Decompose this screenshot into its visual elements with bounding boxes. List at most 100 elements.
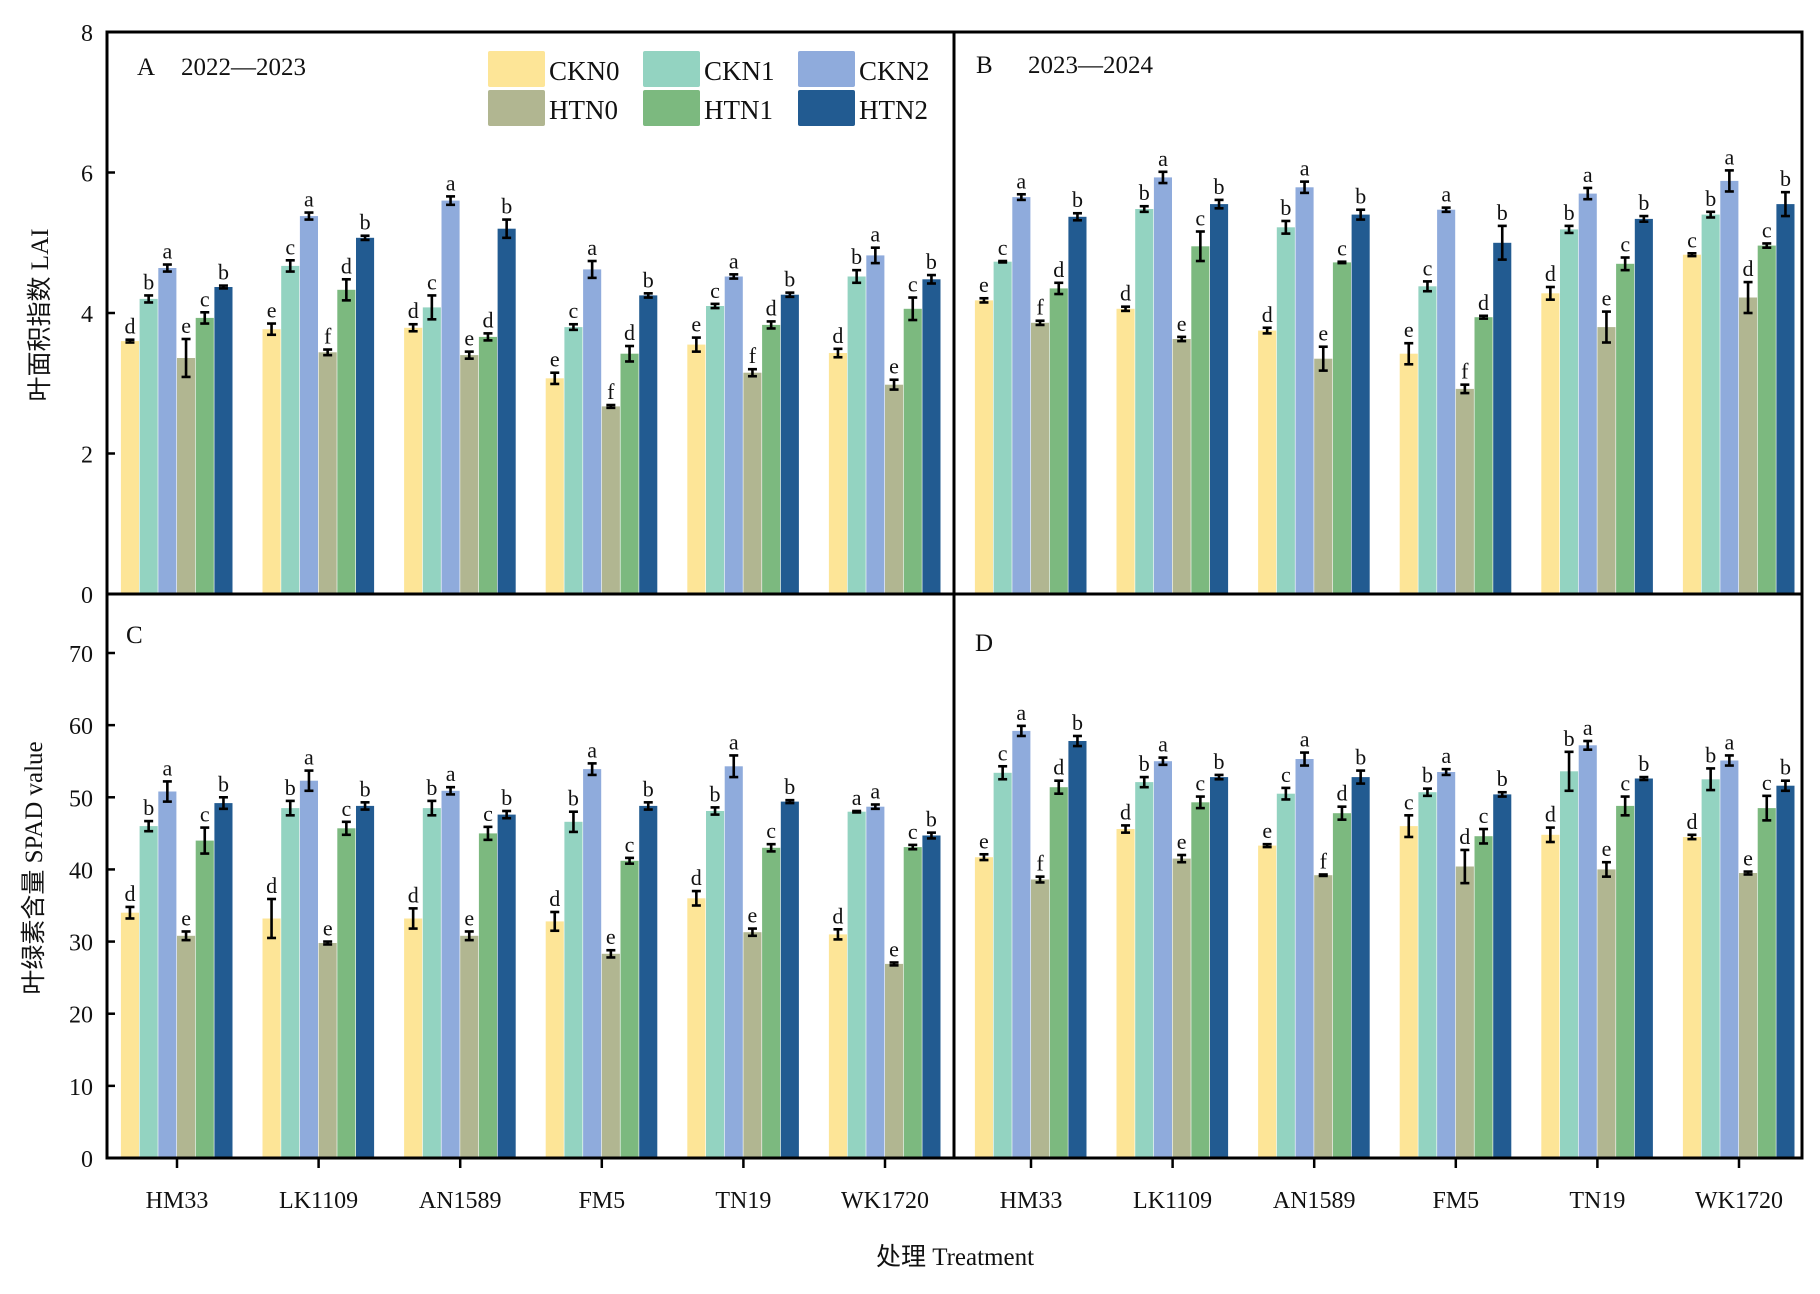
sig-letter-c-htn0-hm33: e [181, 906, 191, 931]
sig-letter-a-htn1-wk1720: c [908, 272, 918, 297]
bar-c-htn0-tn19 [743, 932, 762, 1158]
sig-letter-d-ckn1-an1589: c [1281, 762, 1291, 787]
ticks-layer: 0 2 4 6 8 0 10 20 30 40 50 60 70 HM33 LK1109 AN1589 FM5 T… [69, 21, 1783, 1214]
x-tick-label-wk1720-1: WK1720 [1695, 1188, 1783, 1214]
bar-b-htn2-an1589 [1351, 214, 1370, 594]
sig-letter-c-htn1-fm5: c [625, 832, 635, 857]
error-bar-a-htn0-wk1720 [889, 378, 899, 391]
bar-a-ckn2-wk1720 [866, 255, 885, 594]
sig-letter-d-ckn0-hm33: e [979, 828, 989, 853]
sig-letter-c-htn2-hm33: b [218, 771, 229, 796]
bar-c-ckn0-wk1720 [828, 934, 847, 1158]
error-bar-d-ckn0-lk1109 [1121, 824, 1131, 834]
sig-letter-b-htn0-lk1109: e [1177, 311, 1187, 336]
bar-d-ckn2-an1589 [1295, 759, 1314, 1158]
error-bar-b-htn2-wk1720 [1780, 190, 1790, 218]
error-bar-a-htn0-fm5 [606, 403, 616, 410]
bar-a-ckn2-lk1109 [299, 216, 318, 594]
sig-letter-b-ckn2-wk1720: a [1725, 144, 1735, 169]
bar-d-ckn0-tn19 [1541, 834, 1560, 1158]
error-bar-d-htn2-hm33 [1072, 734, 1082, 748]
bar-a-htn1-fm5 [620, 353, 639, 594]
bar-d-ckn2-fm5 [1437, 772, 1456, 1158]
bar-a-htn2-tn19 [780, 294, 799, 594]
error-bar-d-ckn1-tn19 [1564, 750, 1574, 793]
panel-a-label: A [137, 54, 155, 81]
sig-letter-a-htn0-wk1720: e [889, 354, 899, 379]
sig-letter-b-htn2-wk1720: b [1780, 166, 1791, 191]
error-bar-d-ckn0-fm5 [1404, 814, 1414, 839]
bar-c-htn2-tn19 [780, 801, 799, 1158]
y-axis-title-spad: 叶绿素含量 SPAD value [20, 741, 48, 994]
sig-letter-d-ckn2-lk1109: a [1158, 732, 1168, 757]
sig-letter-a-ckn0-lk1109: e [267, 298, 277, 323]
bar-a-htn1-wk1720 [903, 308, 922, 594]
bar-b-ckn0-lk1109 [1116, 308, 1135, 594]
error-bar-b-htn0-fm5 [1460, 383, 1470, 395]
error-bar-b-htn0-lk1109 [1177, 335, 1187, 343]
error-bar-c-htn0-wk1720 [889, 961, 899, 967]
sig-letter-c-ckn2-fm5: a [587, 737, 597, 762]
error-bar-b-ckn2-tn19 [1583, 186, 1593, 201]
sig-letter-c-ckn2-an1589: a [446, 761, 456, 786]
error-bar-b-htn2-lk1109 [1214, 198, 1224, 210]
sig-letter-b-ckn2-tn19: a [1583, 162, 1593, 187]
sig-letter-b-ckn0-an1589: d [1262, 302, 1273, 327]
sig-letter-d-ckn1-lk1109: b [1139, 751, 1150, 776]
legend-label-ckn2: CKN2 [859, 56, 930, 86]
bar-d-ckn0-an1589 [1258, 845, 1277, 1158]
sig-letter-a-htn0-fm5: f [607, 379, 615, 404]
y-tick-label-0-4: 4 [81, 302, 93, 328]
y-tick-label-0-8: 8 [81, 21, 93, 47]
bar-d-htn2-hm33 [1068, 741, 1087, 1158]
error-bar-b-htn0-tn19 [1601, 310, 1611, 344]
bar-c-htn2-hm33 [214, 803, 233, 1158]
sig-letter-b-ckn0-fm5: e [1404, 317, 1414, 342]
error-bar-a-ckn0-hm33 [125, 338, 135, 344]
legend-label-ckn0: CKN0 [549, 56, 620, 86]
bar-b-htn1-tn19 [1616, 263, 1635, 594]
error-bar-c-htn1-hm33 [200, 826, 210, 855]
error-bar-b-ckn0-hm33 [979, 296, 989, 304]
bar-c-ckn0-lk1109 [262, 918, 281, 1158]
bar-b-ckn2-hm33 [1012, 197, 1031, 594]
sig-letter-d-ckn2-hm33: a [1016, 700, 1026, 725]
legend-label-htn2: HTN2 [859, 95, 928, 125]
error-bar-a-ckn2-lk1109 [304, 211, 314, 221]
sig-letter-a-htn1-hm33: c [200, 286, 210, 311]
error-bar-b-htn1-fm5 [1479, 314, 1489, 320]
sig-letter-b-htn2-hm33: b [1072, 187, 1083, 212]
sig-letter-a-ckn2-lk1109: a [304, 187, 314, 212]
error-bar-d-htn0-lk1109 [1177, 853, 1187, 864]
bar-c-ckn1-wk1720 [847, 811, 866, 1158]
bar-d-htn1-tn19 [1616, 805, 1635, 1158]
error-bar-a-ckn0-tn19 [691, 336, 701, 353]
sig-letter-c-ckn0-wk1720: d [832, 903, 843, 928]
error-bar-c-ckn2-tn19 [729, 754, 739, 779]
sig-letter-a-ckn0-tn19: e [691, 312, 701, 337]
error-bar-c-ckn0-hm33 [125, 905, 135, 920]
sig-letter-d-htn0-wk1720: e [1743, 846, 1753, 871]
x-tick-label-hm33-1: HM33 [1000, 1188, 1063, 1214]
bar-b-ckn0-hm33 [974, 300, 993, 594]
error-bar-b-ckn1-hm33 [998, 259, 1008, 264]
error-bar-b-htn0-an1589 [1318, 345, 1328, 372]
sig-letter-c-ckn2-tn19: a [729, 729, 739, 754]
sig-letter-c-ckn1-hm33: b [143, 795, 154, 820]
error-bar-a-ckn2-hm33 [162, 263, 172, 273]
sig-letter-b-htn1-tn19: c [1620, 232, 1630, 257]
sig-letter-a-ckn2-an1589: a [446, 170, 456, 195]
sig-letter-a-htn2-wk1720: b [926, 249, 937, 274]
sig-letter-a-ckn1-an1589: c [427, 269, 437, 294]
error-bar-a-ckn0-fm5 [550, 371, 560, 386]
bar-c-ckn2-fm5 [583, 769, 602, 1158]
error-bar-d-htn2-wk1720 [1780, 779, 1790, 793]
bar-b-htn1-lk1109 [1191, 246, 1210, 595]
sig-letter-d-ckn0-lk1109: d [1120, 799, 1131, 824]
bar-a-ckn1-tn19 [706, 306, 725, 594]
error-bar-a-ckn0-lk1109 [267, 322, 277, 337]
sig-letter-c-ckn2-lk1109: a [304, 745, 314, 770]
bar-b-ckn2-an1589 [1295, 187, 1314, 595]
bar-d-htn2-lk1109 [1210, 777, 1229, 1158]
